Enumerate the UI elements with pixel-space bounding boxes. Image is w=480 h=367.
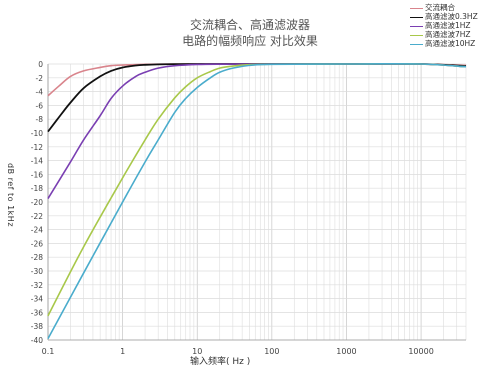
x-axis-label: 输入频率( Hz ) xyxy=(190,357,251,367)
legend-item: 高通滤波7HZ xyxy=(410,31,478,39)
y-tick-label: -38 xyxy=(31,322,43,331)
legend-item: 交流耦合 xyxy=(410,4,478,12)
y-tick-label: -36 xyxy=(31,308,43,317)
series-line xyxy=(47,62,467,340)
legend-item: 高通滤波10HZ xyxy=(410,40,478,48)
x-tick-label: 10000 xyxy=(408,347,433,356)
series-line xyxy=(47,62,467,199)
legend-swatch xyxy=(410,7,423,9)
legend-swatch xyxy=(410,43,423,45)
y-axis-label: dB ref to 1kHz xyxy=(6,163,15,228)
legend-label: 高通滤波0.3HZ xyxy=(425,12,478,21)
y-tick-label: -28 xyxy=(31,253,43,262)
y-tick-label: -16 xyxy=(31,170,43,179)
x-tick-label: 100 xyxy=(264,347,279,356)
legend-item: 高通滤波0.3HZ xyxy=(410,13,478,21)
x-tick-label: 0.1 xyxy=(42,347,55,356)
y-tick-label: -4 xyxy=(36,88,44,97)
y-tick-label: -40 xyxy=(31,336,43,345)
legend-swatch xyxy=(410,16,423,18)
chart-title-line-2: 电路的幅频响应 对比效果 xyxy=(182,34,318,48)
y-tick-label: -32 xyxy=(31,281,43,290)
axes xyxy=(47,64,466,341)
legend-label: 交流耦合 xyxy=(425,3,455,12)
x-tick-label: 1 xyxy=(120,347,125,356)
y-tick-label: -2 xyxy=(36,74,44,83)
legend-swatch xyxy=(410,25,423,27)
y-tick-label: -26 xyxy=(31,239,43,248)
legend-swatch xyxy=(410,34,423,36)
y-tick-label: -24 xyxy=(31,226,43,235)
legend-label: 高通滤波1HZ xyxy=(425,21,471,30)
tick-labels: 0 -2 -4 -6 -8 -10 -12 -14 -16 -18 -20 -22 -24 -26 -28 -… xyxy=(31,60,434,356)
legend-item: 高通滤波1HZ xyxy=(410,22,478,30)
y-tick-label: 0 xyxy=(38,60,43,69)
y-tick-label: -12 xyxy=(31,143,43,152)
chart-title-line-1: 交流耦合、高通滤波器 xyxy=(189,18,310,32)
legend-label: 高通滤波10HZ xyxy=(425,39,476,48)
legend: 交流耦合 高通滤波0.3HZ 高通滤波1HZ 高通滤波7HZ 高通滤波10HZ xyxy=(410,4,478,49)
y-tick-label: -22 xyxy=(31,212,43,221)
y-tick-label: -34 xyxy=(31,295,43,304)
y-tick-label: -30 xyxy=(31,267,43,276)
y-tick-label: -14 xyxy=(31,157,43,166)
y-tick-label: -20 xyxy=(31,198,43,207)
y-tick-label: -10 xyxy=(31,129,43,138)
x-tick-label: 1000 xyxy=(336,347,356,356)
y-tick-label: -8 xyxy=(36,115,44,124)
series-line xyxy=(47,62,467,317)
series-lines xyxy=(47,62,467,340)
x-tick-label: 10 xyxy=(192,347,202,356)
grid-lines xyxy=(47,63,467,341)
series-line xyxy=(47,63,467,97)
legend-label: 高通滤波7HZ xyxy=(425,30,471,39)
y-tick-label: -6 xyxy=(36,101,44,110)
y-tick-label: -18 xyxy=(31,184,43,193)
